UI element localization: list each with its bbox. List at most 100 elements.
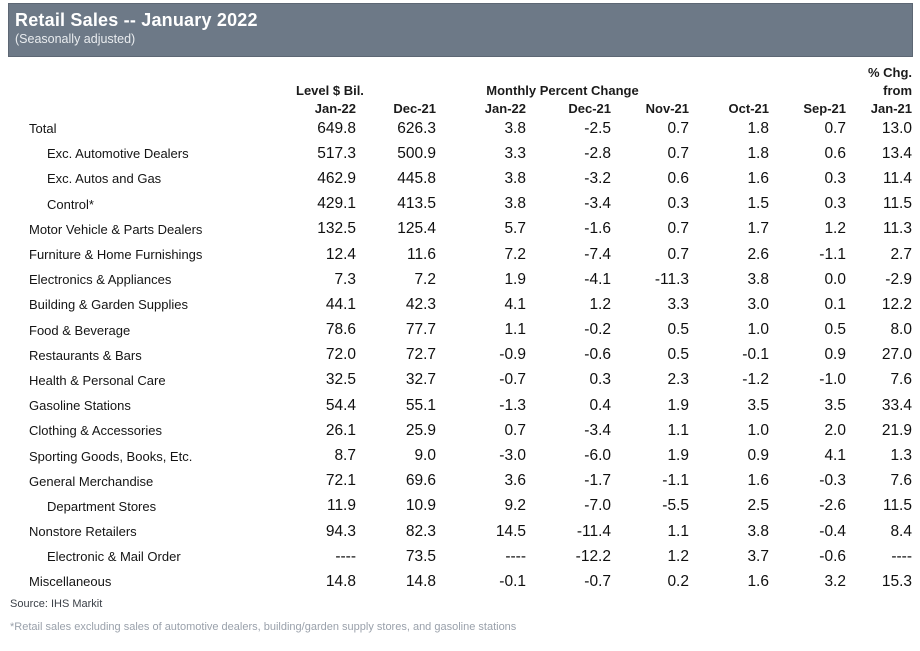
cell-value: 1.3 [890, 447, 912, 465]
row-label: Total [29, 121, 57, 137]
cell-value: 0.1 [824, 295, 846, 313]
header-group-monthly: Monthly Percent Change [486, 83, 639, 98]
cell-value: 3.8 [504, 119, 526, 137]
cell-value: 0.3 [824, 169, 846, 187]
cell-value: 69.6 [405, 472, 436, 490]
table-body: Total 649.8 626.3 3.8 -2.5 0.7 1.8 0.7 13.0 Exc. … [8, 116, 912, 595]
cell-value: 26.1 [325, 421, 356, 439]
column-header-nov21-mpc: Nov-21 [645, 101, 689, 116]
cell-value: 0.5 [667, 321, 689, 339]
cell-value: 445.8 [397, 169, 436, 187]
row-label: Restaurants & Bars [29, 347, 142, 363]
cell-value: 500.9 [397, 144, 436, 162]
table-row: Clothing & Accessories 26.1 25.9 0.7 -3.4 1.1… [8, 418, 912, 443]
column-header-dec21-mpc: Dec-21 [568, 101, 611, 116]
table-header: % Chg. Level $ Bil. Monthly Percent Chan… [8, 62, 912, 116]
table-row: Furniture & Home Furnishings 12.4 11.6 7.2 -… [8, 242, 912, 267]
column-header-jan22-mpc: Jan-22 [484, 101, 526, 116]
header-group-level: Level $ Bil. [296, 83, 364, 98]
control-footnote: *Retail sales excluding sales of automot… [10, 621, 517, 633]
table-row: General Merchandise 72.1 69.6 3.6 -1.7 -1.1 1.… [8, 469, 912, 494]
cell-value: 11.3 [882, 220, 912, 238]
cell-value: 14.5 [495, 522, 526, 540]
row-label: Food & Beverage [29, 322, 131, 338]
cell-value: -3.0 [499, 447, 526, 465]
cell-value: 15.3 [881, 572, 912, 590]
cell-value: 1.7 [747, 220, 769, 238]
cell-value: -1.1 [819, 245, 846, 263]
row-label: Control* [47, 196, 94, 212]
cell-value: 413.5 [397, 195, 436, 213]
cell-value: 5.7 [504, 220, 526, 238]
cell-value: 9.2 [504, 497, 526, 515]
cell-value: 72.1 [325, 472, 356, 490]
cell-value: 1.2 [667, 547, 689, 565]
cell-value: 0.5 [667, 346, 689, 364]
title-banner: Retail Sales -- January 2022 (Seasonally… [8, 3, 913, 57]
cell-value: 13.0 [881, 119, 912, 137]
table-row: Electronic & Mail Order ---- 73.5 ---- -12.2… [8, 544, 912, 569]
cell-value: 9.0 [414, 447, 436, 465]
cell-value: 3.6 [504, 472, 526, 490]
cell-value: -4.1 [584, 270, 611, 288]
cell-value: -0.3 [819, 472, 846, 490]
cell-value: 27.0 [881, 346, 912, 364]
header-row-3: Jan-22 Dec-21 Jan-22 Dec-21 Nov-21 Oct-2… [8, 98, 912, 116]
cell-value: 72.0 [325, 346, 356, 364]
table-row: Sporting Goods, Books, Etc. 8.7 9.0 -3.0 -6.… [8, 443, 912, 468]
cell-value: 54.4 [325, 396, 356, 414]
cell-value: 8.7 [334, 447, 356, 465]
cell-value: 1.6 [747, 472, 769, 490]
cell-value: 0.0 [824, 270, 846, 288]
cell-value: -7.4 [584, 245, 611, 263]
cell-value: 3.3 [504, 144, 526, 162]
cell-value: -1.6 [584, 220, 611, 238]
page-title: Retail Sales -- January 2022 [15, 10, 258, 30]
cell-value: 0.9 [824, 346, 846, 364]
cell-value: 13.4 [881, 144, 912, 162]
cell-value: -1.2 [742, 371, 769, 389]
header-spacer [8, 62, 846, 80]
cell-value: 42.3 [405, 295, 436, 313]
cell-value: 1.0 [747, 321, 769, 339]
cell-value: 3.0 [747, 295, 769, 313]
cell-value: 7.3 [334, 270, 356, 288]
cell-value: 3.2 [824, 572, 846, 590]
cell-value: 0.5 [824, 321, 846, 339]
cell-value: 3.5 [747, 396, 769, 414]
column-header-dec21-level: Dec-21 [393, 101, 436, 116]
row-label: Miscellaneous [29, 574, 112, 590]
cell-value: 32.7 [405, 371, 436, 389]
cell-value: -3.4 [584, 195, 611, 213]
cell-value: 12.2 [881, 295, 912, 313]
row-label: Health & Personal Care [29, 372, 166, 388]
cell-value: 7.2 [504, 245, 526, 263]
cell-value: 1.0 [747, 421, 769, 439]
cell-value: 3.8 [504, 195, 526, 213]
column-header-jan22-level: Jan-22 [314, 101, 356, 116]
row-label: Electronics & Appliances [29, 272, 172, 288]
row-label: Exc. Automotive Dealers [47, 146, 189, 162]
row-label: Building & Garden Supplies [29, 297, 188, 313]
cell-value: 1.9 [667, 447, 689, 465]
cell-value: 7.6 [890, 371, 912, 389]
table-row: Food & Beverage 78.6 77.7 1.1 -0.2 0.5 1.0 0.5 8… [8, 318, 912, 343]
cell-value: ---- [505, 547, 526, 565]
cell-value: -11.4 [576, 522, 611, 540]
cell-value: 125.4 [397, 220, 436, 238]
cell-value: 55.1 [405, 396, 436, 414]
cell-value: -2.5 [584, 119, 611, 137]
cell-value: 0.6 [667, 169, 689, 187]
cell-value: 11.4 [882, 169, 912, 187]
row-label: Gasoline Stations [29, 398, 131, 414]
cell-value: 3.3 [667, 295, 689, 313]
table-row: Motor Vehicle & Parts Dealers 132.5 125.4 5… [8, 217, 912, 242]
cell-value: 33.4 [881, 396, 912, 414]
table-row: Total 649.8 626.3 3.8 -2.5 0.7 1.8 0.7 13.0 [8, 116, 912, 141]
retail-sales-table: % Chg. Level $ Bil. Monthly Percent Chan… [8, 62, 912, 595]
column-header-sep21-mpc: Sep-21 [803, 101, 846, 116]
cell-value: 1.8 [747, 144, 769, 162]
cell-value: 1.5 [747, 195, 769, 213]
cell-value: 517.3 [317, 144, 356, 162]
cell-value: -3.2 [584, 169, 611, 187]
